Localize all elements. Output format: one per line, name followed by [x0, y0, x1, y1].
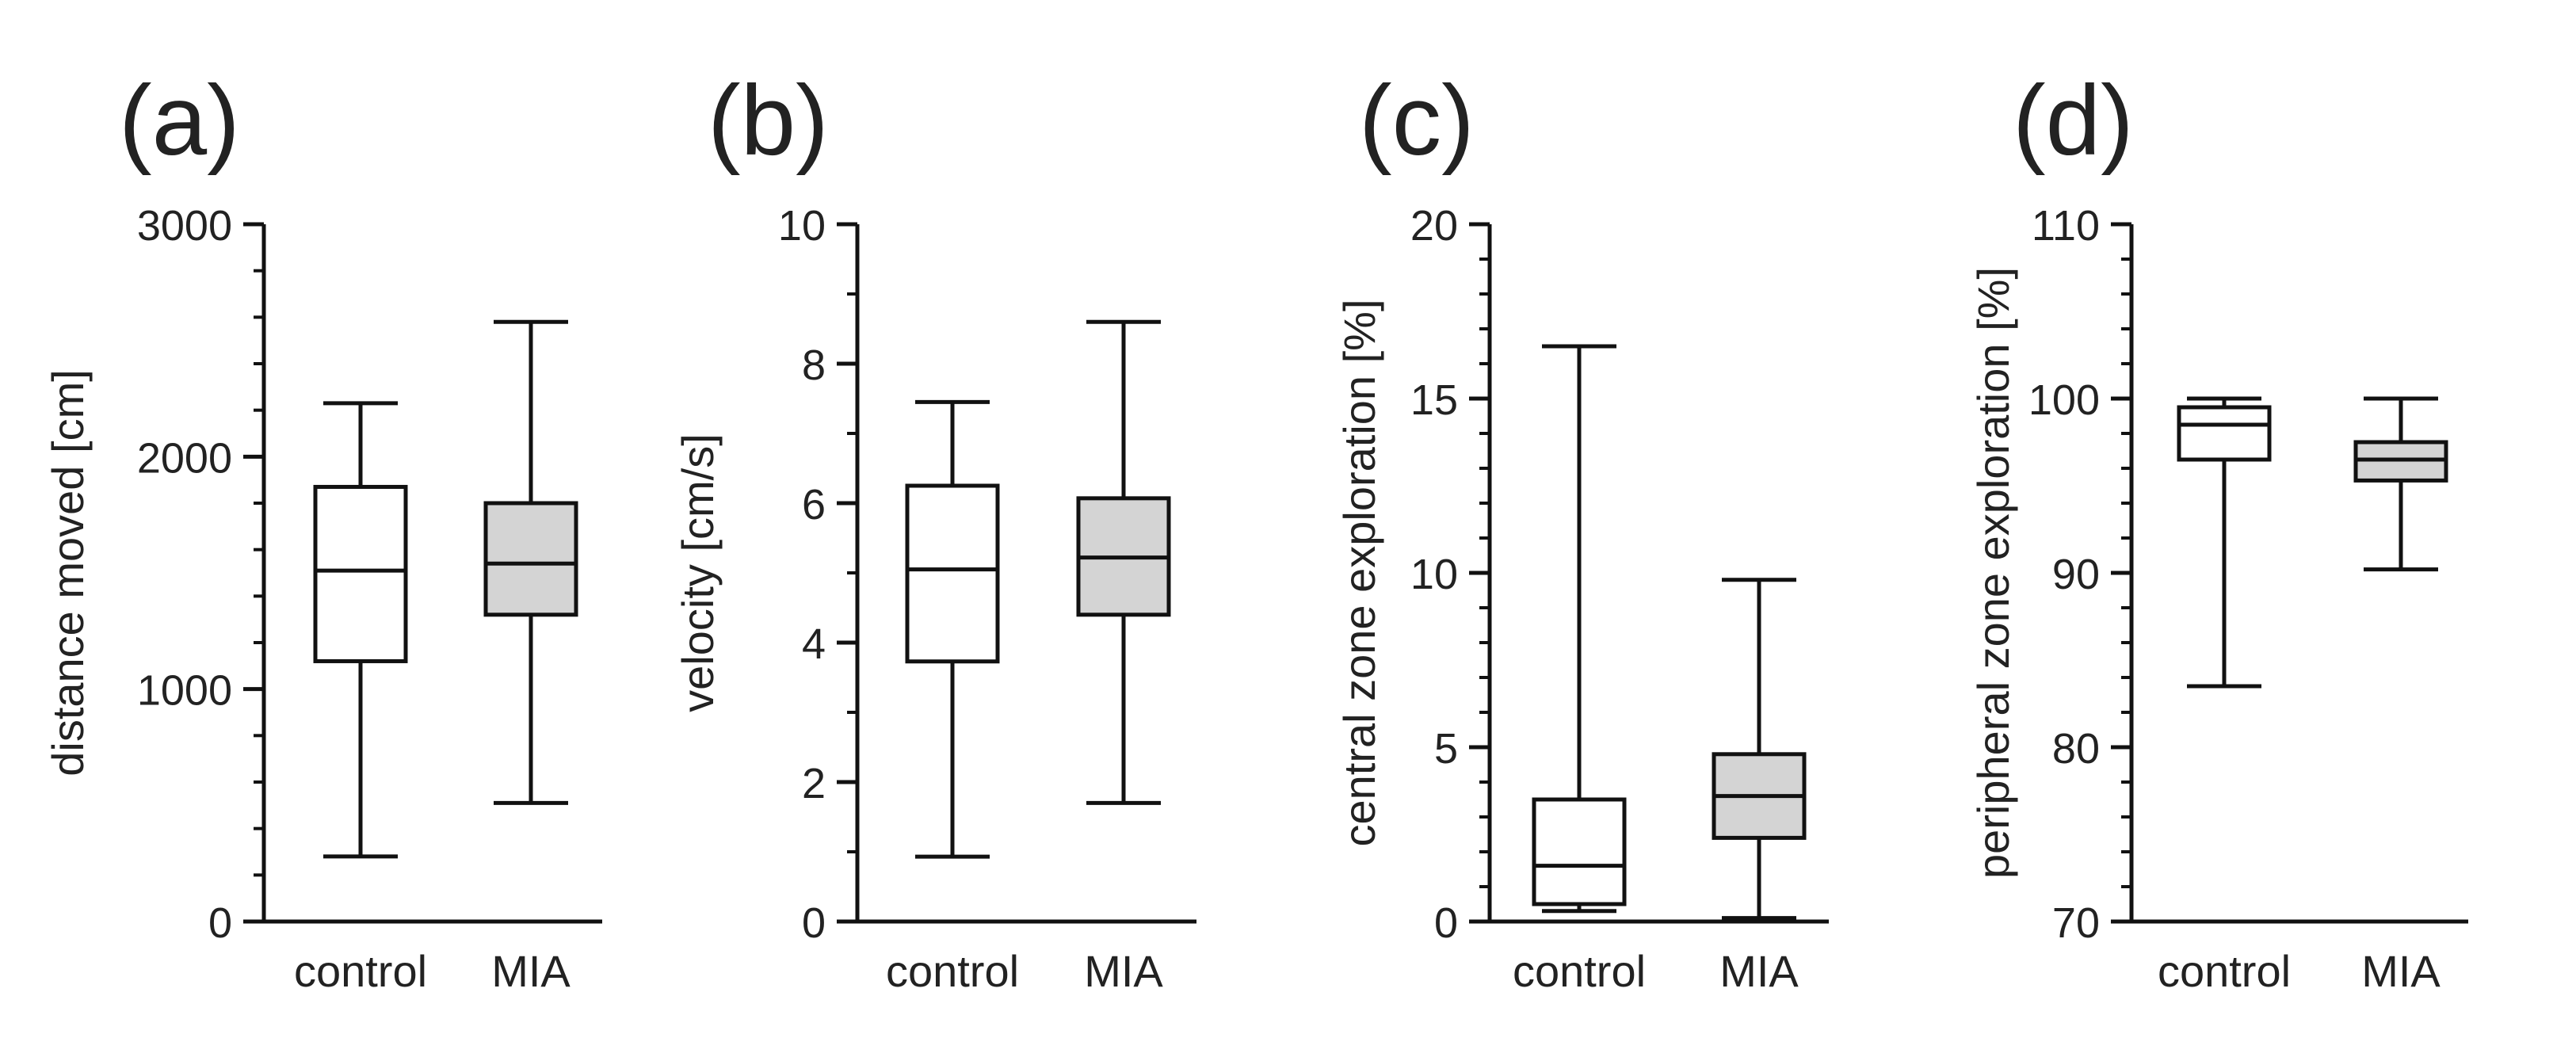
iqr-box — [2177, 405, 2272, 462]
panel-label: (b) — [708, 66, 829, 176]
x-category-label: control — [294, 946, 427, 996]
y-tick-label: 80 — [2052, 725, 2100, 773]
y-tick-label: 70 — [2052, 899, 2100, 947]
y-tick-label: 15 — [1410, 376, 1458, 424]
iqr-box — [313, 484, 408, 663]
box-mia — [1712, 578, 1807, 921]
y-tick-label: 100 — [2028, 376, 2100, 424]
box-control — [905, 399, 1000, 859]
box-mia — [2353, 396, 2448, 572]
x-category-label: MIA — [1084, 946, 1163, 996]
y-tick-label: 1000 — [137, 667, 232, 715]
y-tick-label: 10 — [1410, 551, 1458, 598]
panel-b: (b) velocity [cm/s] 0 2 4 6 8 10 control MIA — [673, 66, 1196, 996]
y-tick-label: 2000 — [137, 434, 232, 482]
y-tick-label: 3000 — [137, 202, 232, 250]
panel-label: (d) — [2013, 66, 2134, 176]
iqr-box — [905, 483, 1000, 664]
y-axis-label: peripheral zone exploration [%] — [1968, 267, 2018, 879]
x-category-label: MIA — [491, 946, 571, 996]
y-tick-label: 0 — [1434, 899, 1458, 947]
y-tick-label: 8 — [802, 342, 826, 389]
panel-c: (c) central zone exploration [%] 0 5 10 15 20 c… — [1334, 66, 1829, 996]
iqr-box — [483, 501, 578, 617]
panel-label: (a) — [119, 66, 240, 176]
panel-a: (a) distance moved [cm] 0 1000 2000 3000 contr… — [43, 66, 602, 996]
x-category-label: MIA — [2361, 946, 2441, 996]
y-tick-label: 20 — [1410, 202, 1458, 250]
box-mia — [1076, 319, 1171, 805]
panel-label: (c) — [1359, 66, 1475, 176]
y-tick-label: 2 — [802, 760, 826, 807]
y-tick-label: 0 — [802, 899, 826, 947]
box-control — [313, 401, 408, 859]
y-tick-label: 5 — [1434, 725, 1458, 773]
box-control — [2177, 396, 2272, 689]
y-tick-label: 6 — [802, 481, 826, 529]
box-control — [1532, 344, 1627, 914]
y-tick-label: 110 — [2032, 202, 2100, 250]
x-category-label: control — [1513, 946, 1646, 996]
x-category-label: control — [2158, 946, 2291, 996]
y-tick-label: 90 — [2052, 551, 2100, 598]
y-axis-label: distance moved [cm] — [43, 369, 93, 777]
iqr-box — [1532, 797, 1627, 906]
y-axis-label: central zone exploration [%] — [1334, 299, 1384, 846]
x-category-label: MIA — [1719, 946, 1799, 996]
y-tick-label: 4 — [802, 620, 826, 668]
x-category-label: control — [886, 946, 1019, 996]
y-tick-label: 10 — [778, 202, 826, 250]
y-tick-label: 0 — [208, 899, 232, 947]
y-axis-label: velocity [cm/s] — [673, 433, 723, 712]
panel-d: (d) peripheral zone exploration [%] 70 80 90… — [1968, 66, 2468, 996]
box-mia — [483, 319, 578, 805]
